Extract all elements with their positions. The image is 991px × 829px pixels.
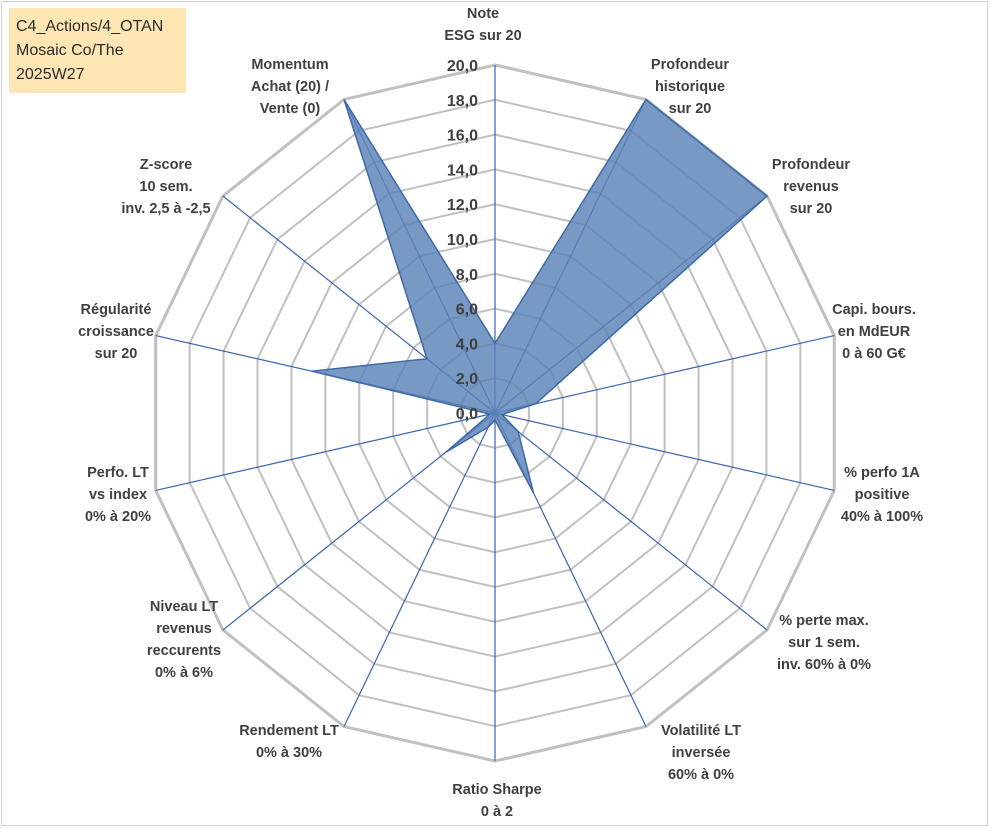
tick-label: 18,0 — [447, 93, 478, 110]
axis-label: % perte max. sur 1 sem. inv. 60% à 0% — [777, 613, 871, 673]
axis-label: Momentum Achat (20) / Vente (0) — [251, 57, 329, 117]
axis-spoke — [494, 412, 835, 492]
axis-label-line: vs index — [89, 487, 147, 503]
axis-label-line: 0% à 30% — [256, 745, 322, 761]
axis-label: Capi. bours. en MdEUR 0 à 60 G€ — [832, 302, 916, 362]
title-line-1: C4_Actions/4_OTAN — [16, 18, 164, 35]
tick-label: 0,0 — [456, 406, 478, 423]
axis-label-line: 60% à 0% — [668, 767, 734, 783]
axis-spoke — [494, 334, 835, 414]
axis-label-line: 0% à 20% — [85, 509, 151, 525]
axis-label-line: sur 1 sem. — [788, 635, 860, 651]
tick-label: 2,0 — [456, 371, 478, 388]
axis-label-line: sur 20 — [790, 201, 833, 217]
axis-labels: Note ESG sur 20 Profondeur historique sur 20… — [78, 6, 923, 820]
tick-label: 12,0 — [447, 197, 478, 214]
axis-label-line: Régularité — [81, 302, 152, 318]
axis-label-line: revenus — [783, 179, 839, 195]
tick-label: 6,0 — [456, 302, 478, 319]
axis-label-line: inv. 60% à 0% — [777, 657, 871, 673]
axis-label: Profondeur revenus sur 20 — [772, 157, 850, 217]
axis-label-line: Profondeur — [651, 57, 729, 73]
axis-label: Perfo. LT vs index 0% à 20% — [85, 465, 151, 525]
axis-label-line: 0 à 2 — [481, 804, 513, 820]
axis-label-line: 0% à 6% — [155, 665, 213, 681]
axis-label-line: Profondeur — [772, 157, 850, 173]
radar-series — [311, 98, 769, 494]
axis-label-line: Momentum — [251, 57, 328, 73]
axis-label-line: Niveau LT — [150, 599, 218, 615]
axis-label: Profondeur historique sur 20 — [651, 57, 729, 117]
axis-spoke — [155, 412, 496, 492]
axis-label: Z-score 10 sem. inv. 2,5 à -2,5 — [121, 157, 210, 217]
axis-label-line: % perfo 1A — [844, 465, 920, 481]
axis-label-line: Achat (20) / — [251, 79, 329, 95]
tick-label: 14,0 — [447, 162, 478, 179]
axis-label-line: Volatilité LT — [661, 723, 741, 739]
tick-label: 16,0 — [447, 128, 478, 145]
axis-label-line: positive — [855, 487, 910, 503]
axis-label: Rendement LT 0% à 30% — [239, 723, 339, 761]
axis-label-line: revenus — [156, 621, 212, 637]
axis-label-line: reccurents — [147, 643, 221, 659]
axis-label: Volatilité LT inversée 60% à 0% — [661, 723, 741, 783]
title-line-3: 2025W27 — [16, 66, 85, 83]
axis-label: Note ESG sur 20 — [444, 6, 521, 44]
axis-label-line: sur 20 — [669, 101, 712, 117]
tick-label: 8,0 — [456, 267, 478, 284]
axis-label: Niveau LT revenus reccurents 0% à 6% — [147, 599, 221, 681]
axis-label-line: Vente (0) — [260, 101, 321, 117]
axis-label-line: croissance — [78, 324, 154, 340]
axis-label-line: inv. 2,5 à -2,5 — [121, 201, 210, 217]
tick-label: 4,0 — [456, 336, 478, 353]
axis-label-line: inversée — [672, 745, 731, 761]
radial-tick-labels: 0,0 2,0 4,0 6,0 8,0 10,0 12,0 14,0 16,0 18,0 20,0 — [447, 58, 478, 423]
axis-label-line: Rendement LT — [239, 723, 339, 739]
axis-label-line: en MdEUR — [838, 324, 911, 340]
axis-label: % perfo 1A positive 40% à 100% — [841, 465, 923, 525]
title-line-2: Mosaic Co/The — [16, 42, 124, 59]
axis-spoke — [343, 412, 496, 727]
axis-label-line: 0 à 60 G€ — [842, 346, 906, 362]
axis-label-line: Ratio Sharpe — [452, 782, 541, 798]
axis-spoke — [494, 412, 768, 631]
axis-label: Régularité croissance sur 20 — [78, 302, 154, 362]
axis-label-line: sur 20 — [95, 346, 138, 362]
axis-label-line: historique — [655, 79, 725, 95]
chart-title-box: C4_Actions/4_OTAN Mosaic Co/The 2025W27 — [9, 8, 186, 93]
axis-label-line: ESG sur 20 — [444, 28, 521, 44]
axis-label-line: Capi. bours. — [832, 302, 916, 318]
axis-label-line: Perfo. LT — [87, 465, 149, 481]
tick-label: 10,0 — [447, 232, 478, 249]
axis-label: Ratio Sharpe 0 à 2 — [452, 782, 541, 820]
axis-label-line: Note — [467, 6, 499, 22]
tick-label: 20,0 — [447, 58, 478, 75]
axis-label-line: % perte max. — [779, 613, 868, 629]
axis-label-line: 40% à 100% — [841, 509, 923, 525]
axis-label-line: Z-score — [140, 157, 192, 173]
axis-label-line: 10 sem. — [139, 179, 192, 195]
